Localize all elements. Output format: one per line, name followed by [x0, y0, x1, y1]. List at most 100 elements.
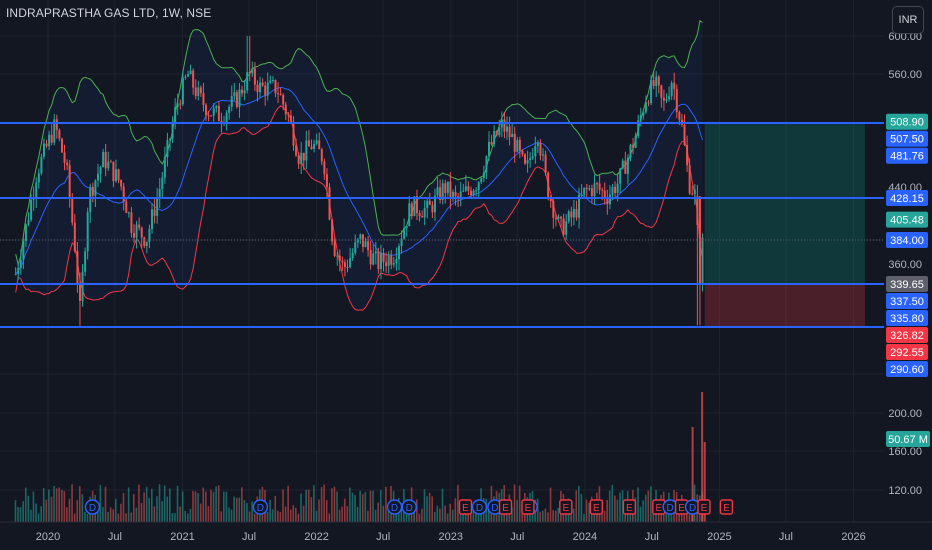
candle-body: [220, 120, 223, 123]
earnings-marker[interactable]: [521, 499, 535, 515]
event-marker-label: D: [689, 503, 696, 514]
candle-body: [526, 159, 529, 164]
candle-body: [392, 263, 395, 265]
volume-bar: [552, 510, 554, 522]
candle-body: [560, 216, 563, 219]
volume-bar: [683, 510, 686, 522]
volume-bar: [516, 499, 518, 522]
candle-body: [495, 131, 498, 136]
volume-bar: [703, 442, 706, 522]
volume-bar: [230, 509, 233, 522]
candle-body: [269, 80, 272, 83]
volume-bar: [215, 486, 217, 522]
event-marker-label: E: [502, 503, 509, 514]
candle-body: [19, 259, 22, 268]
candle-body: [578, 194, 581, 218]
volume-bar: [513, 484, 516, 522]
volume-bar: [45, 499, 48, 522]
candle-body: [469, 190, 472, 196]
candle-body: [572, 208, 575, 218]
price-label-text: 405.48: [890, 215, 924, 227]
volume-bar: [50, 496, 53, 522]
candle-body: [652, 80, 655, 87]
event-marker-label: D: [491, 503, 498, 514]
volume-bar: [58, 487, 60, 522]
volume-bar: [151, 488, 153, 522]
volume-bar: [328, 513, 331, 522]
candle-body: [359, 234, 362, 240]
candle-body: [346, 267, 349, 269]
dividend-marker[interactable]: [84, 499, 101, 515]
candle-body: [433, 195, 436, 213]
dividend-marker[interactable]: [471, 499, 488, 515]
volume-bar: [652, 511, 655, 522]
candle-body: [55, 119, 58, 131]
candle-body: [307, 140, 310, 147]
candle-body: [212, 108, 215, 116]
event-marker-label: E: [655, 503, 662, 514]
candle-body: [313, 143, 316, 150]
event-markers[interactable]: DDDDDEDDEEEEEEDEDEE: [84, 499, 734, 515]
horizontal-levels[interactable]: [0, 122, 884, 328]
candle-body: [678, 112, 681, 120]
volume-bar: [205, 491, 207, 522]
candle-body: [606, 198, 609, 205]
candle-body: [45, 143, 48, 147]
candle-body: [27, 219, 30, 225]
volume-bar: [37, 513, 40, 522]
candle-body: [42, 143, 45, 157]
event-marker-label: D: [476, 503, 483, 514]
volume-bar: [19, 507, 22, 522]
volume-bar: [132, 493, 135, 522]
candle-body: [544, 154, 547, 173]
candle-body: [166, 140, 169, 158]
earnings-marker[interactable]: [458, 499, 473, 515]
candle-body: [264, 85, 267, 96]
volume-bar: [48, 489, 50, 522]
candle-body: [125, 201, 128, 214]
volume-bar: [197, 493, 199, 522]
candle-body: [395, 259, 398, 264]
candle-body: [524, 154, 527, 164]
candle-body: [246, 71, 249, 91]
volume-bar: [624, 513, 626, 522]
earnings-marker[interactable]: [622, 499, 637, 515]
dividend-marker[interactable]: [386, 499, 403, 515]
candle-body: [660, 85, 663, 98]
volume-bar: [279, 512, 282, 522]
price-axis[interactable]: 600.00560.00440.00360.00200.00160.00120.…: [886, 31, 930, 497]
candle-body: [557, 216, 560, 220]
candle-body: [50, 134, 53, 143]
earnings-marker[interactable]: [589, 499, 604, 515]
currency-button[interactable]: INR: [892, 6, 924, 34]
candle-body: [153, 209, 156, 216]
candle-body: [148, 229, 151, 242]
candle-body: [241, 89, 244, 94]
time-tick-label: Jul: [376, 531, 390, 543]
dividend-marker[interactable]: [252, 499, 269, 515]
volume-bar: [469, 508, 472, 522]
volume-bar: [284, 506, 287, 522]
volume-bar: [163, 485, 166, 522]
dividend-marker[interactable]: [401, 499, 417, 515]
candle-body: [521, 150, 524, 155]
volume-bar: [271, 509, 274, 522]
price-label-text: 292.55: [890, 347, 924, 359]
earnings-marker[interactable]: [498, 499, 513, 515]
candle-body: [629, 144, 632, 158]
time-axis[interactable]: 2020 Jul 2021 Jul 2022 Jul 2023 Jul 2024 Jul 2025 J…: [0, 521, 932, 543]
earnings-marker[interactable]: [697, 499, 711, 515]
time-tick-label: 2024: [573, 531, 597, 543]
candle-body: [127, 212, 130, 214]
volume-bar: [114, 498, 117, 522]
volume-bar: [42, 488, 45, 522]
candle-body: [284, 104, 287, 115]
volume-bar: [421, 508, 423, 522]
earnings-marker[interactable]: [559, 499, 573, 515]
earnings-marker[interactable]: [719, 499, 734, 515]
volume-bar: [297, 513, 300, 522]
volume-bar: [415, 499, 418, 522]
volume-bar: [310, 497, 313, 522]
volume-bar: [112, 509, 115, 522]
